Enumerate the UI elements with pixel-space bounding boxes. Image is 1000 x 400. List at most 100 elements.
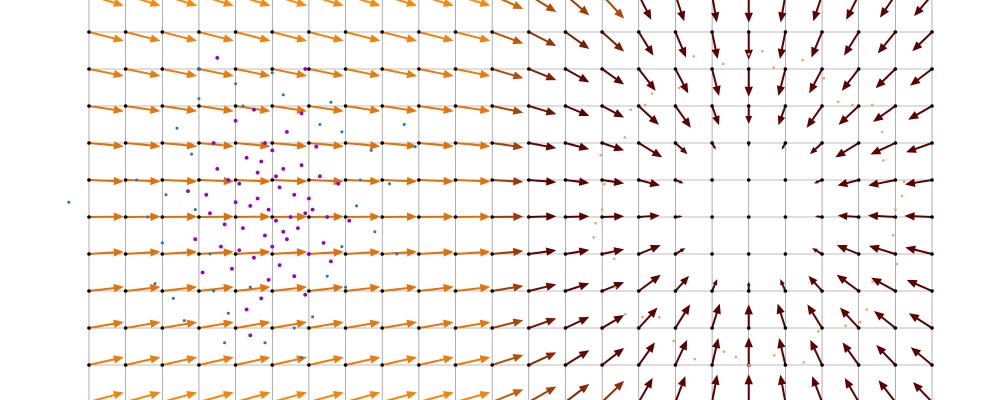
scatter-point [329, 259, 333, 264]
arrow [101, 0, 124, 7]
grid-point [233, 363, 238, 367]
arrow [904, 178, 933, 187]
scatter-point [844, 324, 847, 328]
arrow [272, 31, 308, 43]
arrow [908, 105, 933, 120]
scatter-point [200, 270, 205, 275]
scatter-point [594, 221, 597, 225]
scatter-point [599, 153, 602, 157]
scatter-point [230, 266, 234, 271]
grid-point [490, 252, 494, 256]
scatter-point [318, 123, 322, 126]
arrow [382, 355, 418, 366]
arrow [906, 279, 933, 292]
scatter-point [307, 252, 311, 256]
grid-point [893, 252, 898, 256]
scatter-point [822, 76, 826, 80]
grid-point [307, 67, 311, 71]
arrow [321, 0, 344, 7]
grid-point [490, 363, 494, 367]
grid-point [270, 30, 275, 34]
grid-point [820, 363, 824, 367]
scatter-point [325, 215, 330, 219]
grid-point [307, 30, 311, 34]
grid-point [746, 252, 751, 256]
arrows [87, 0, 934, 400]
grid-point [710, 326, 714, 330]
grid-point [636, 215, 641, 219]
arrow [528, 142, 557, 151]
scatter-point [641, 315, 644, 319]
grid-point [417, 363, 421, 367]
grid-point [197, 178, 201, 182]
grid-point [160, 289, 165, 293]
scatter-point [193, 237, 198, 242]
arrow [528, 31, 557, 47]
grid-point [233, 104, 238, 108]
scatter-point [303, 67, 308, 71]
arrow [308, 68, 344, 79]
grid-point [490, 30, 494, 34]
scatter-point [340, 245, 344, 249]
grid-point [710, 104, 714, 108]
arrow [125, 283, 161, 293]
grid-point [820, 141, 824, 145]
arrow [745, 106, 753, 125]
arrow [492, 141, 524, 151]
arrow [491, 318, 524, 329]
arrow [674, 142, 688, 155]
arrow [418, 248, 454, 257]
arrow [530, 386, 557, 400]
arrow [846, 0, 858, 20]
grid-point [307, 363, 311, 367]
scatter-point [303, 211, 308, 216]
arrow [345, 319, 381, 329]
scatter-point [643, 103, 647, 107]
scatter-point [600, 208, 604, 211]
arrow [272, 141, 308, 150]
grid-point [123, 67, 128, 71]
grid-point [490, 104, 494, 108]
arrow [744, 0, 753, 23]
grid-point [563, 252, 568, 256]
scatter-point [612, 257, 616, 261]
arrow [272, 283, 308, 293]
arrow [235, 141, 271, 150]
arrow [809, 142, 823, 155]
scatter-point [851, 103, 854, 107]
grid-point [930, 326, 934, 330]
scatter-point [215, 56, 220, 60]
arrow [211, 0, 234, 7]
arrow [875, 68, 897, 89]
grid-point [270, 326, 275, 330]
scatter-point [274, 174, 278, 179]
scatter-point [761, 49, 764, 53]
arrow [566, 383, 590, 400]
grid-point [856, 363, 861, 367]
arrow [345, 31, 381, 43]
scatter-point [208, 252, 212, 256]
scatter-point [292, 274, 297, 279]
grid-point [270, 289, 275, 293]
arrow [602, 380, 625, 400]
grid-point [820, 104, 824, 108]
arrow [272, 248, 308, 257]
arrow [88, 283, 124, 293]
arrow [459, 390, 491, 400]
grid-point [123, 326, 128, 330]
grid-point [563, 326, 568, 330]
scatter-point [270, 244, 275, 249]
arrow [125, 319, 161, 329]
arrow [235, 31, 271, 43]
grid-point [856, 104, 861, 108]
arrow [528, 247, 557, 256]
grid-point [600, 326, 604, 330]
scatter-point [266, 207, 271, 212]
arrow [602, 212, 625, 221]
grid-point [453, 141, 458, 145]
scatter-point [197, 67, 201, 71]
grid-point [123, 30, 128, 34]
scatter-point [233, 118, 238, 123]
scatter-point [629, 108, 633, 111]
